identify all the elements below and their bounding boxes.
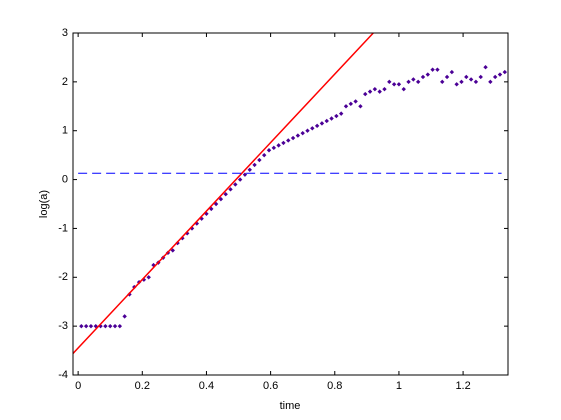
x-tick-label: 0 bbox=[75, 380, 81, 392]
x-tick-label: 0.8 bbox=[327, 380, 342, 392]
marker bbox=[478, 74, 483, 80]
marker bbox=[492, 74, 498, 80]
marker bbox=[440, 79, 445, 85]
marker bbox=[334, 113, 339, 119]
marker bbox=[88, 323, 94, 329]
marker bbox=[411, 77, 416, 82]
marker bbox=[281, 140, 286, 146]
y-tick-label: -2 bbox=[58, 271, 68, 283]
marker bbox=[79, 323, 84, 329]
marker bbox=[213, 201, 219, 207]
marker bbox=[338, 111, 344, 116]
x-axis-label: time bbox=[280, 400, 301, 412]
y-tick-label: 1 bbox=[62, 125, 68, 137]
marker bbox=[228, 187, 233, 192]
marker bbox=[261, 152, 267, 158]
marker bbox=[430, 67, 435, 72]
x-tick-label: 1 bbox=[396, 380, 402, 392]
marker bbox=[242, 172, 248, 177]
y-tick-label: -1 bbox=[58, 222, 68, 234]
marker bbox=[310, 126, 315, 131]
x-tick-label: 1.2 bbox=[455, 380, 470, 392]
marker bbox=[290, 135, 296, 141]
plot-data bbox=[73, 33, 507, 355]
marker bbox=[358, 104, 363, 109]
line bbox=[73, 33, 374, 355]
marker bbox=[387, 79, 392, 85]
x-tick-label: 0.4 bbox=[199, 380, 214, 392]
marker bbox=[353, 99, 358, 104]
marker bbox=[276, 143, 281, 148]
marker bbox=[382, 86, 387, 92]
marker bbox=[314, 123, 320, 129]
marker bbox=[425, 72, 431, 77]
marker bbox=[146, 275, 151, 280]
marker bbox=[459, 79, 464, 85]
marker bbox=[391, 82, 397, 87]
marker bbox=[319, 121, 325, 126]
marker bbox=[406, 79, 411, 85]
marker bbox=[488, 79, 493, 85]
y-tick-label: 2 bbox=[62, 76, 68, 88]
marker bbox=[257, 157, 262, 163]
marker bbox=[237, 177, 243, 182]
marker bbox=[122, 314, 127, 319]
y-tick-label: 0 bbox=[62, 173, 68, 185]
marker bbox=[295, 133, 301, 138]
marker bbox=[464, 74, 469, 80]
marker bbox=[444, 74, 450, 80]
marker bbox=[108, 323, 113, 329]
marker bbox=[468, 77, 474, 82]
marker bbox=[372, 86, 378, 92]
marker bbox=[497, 72, 503, 77]
marker bbox=[329, 116, 334, 121]
y-tick-label: 3 bbox=[62, 27, 68, 39]
marker bbox=[420, 74, 426, 80]
marker bbox=[473, 79, 479, 85]
y-tick-label: -4 bbox=[58, 369, 68, 381]
marker bbox=[324, 118, 329, 124]
marker bbox=[247, 167, 252, 172]
marker bbox=[103, 323, 108, 329]
marker bbox=[363, 91, 368, 97]
marker bbox=[223, 192, 228, 197]
y-tick-label: -3 bbox=[58, 320, 68, 332]
marker bbox=[112, 323, 118, 329]
marker bbox=[348, 101, 354, 107]
marker bbox=[209, 206, 214, 212]
marker bbox=[300, 130, 305, 136]
marker bbox=[266, 148, 272, 153]
marker bbox=[435, 67, 440, 72]
marker bbox=[218, 196, 224, 202]
marker bbox=[343, 104, 349, 109]
axes-box bbox=[72, 32, 509, 376]
marker bbox=[170, 248, 175, 253]
marker bbox=[127, 292, 132, 297]
marker bbox=[286, 138, 291, 143]
x-tick-label: 0.2 bbox=[135, 380, 150, 392]
marker bbox=[367, 89, 373, 94]
marker bbox=[271, 145, 277, 151]
marker bbox=[449, 69, 455, 75]
marker bbox=[415, 79, 421, 85]
marker bbox=[502, 69, 507, 75]
y-axis-label: log(a) bbox=[38, 190, 50, 218]
marker bbox=[233, 182, 238, 187]
marker bbox=[117, 323, 123, 329]
marker bbox=[305, 128, 310, 133]
marker bbox=[396, 82, 402, 87]
marker bbox=[252, 162, 257, 168]
marker bbox=[483, 65, 488, 70]
plot-area bbox=[73, 33, 508, 375]
x-tick-label: 0.6 bbox=[263, 380, 278, 392]
marker bbox=[83, 323, 89, 329]
marker bbox=[401, 86, 406, 92]
marker bbox=[454, 82, 459, 87]
marker bbox=[377, 89, 382, 94]
